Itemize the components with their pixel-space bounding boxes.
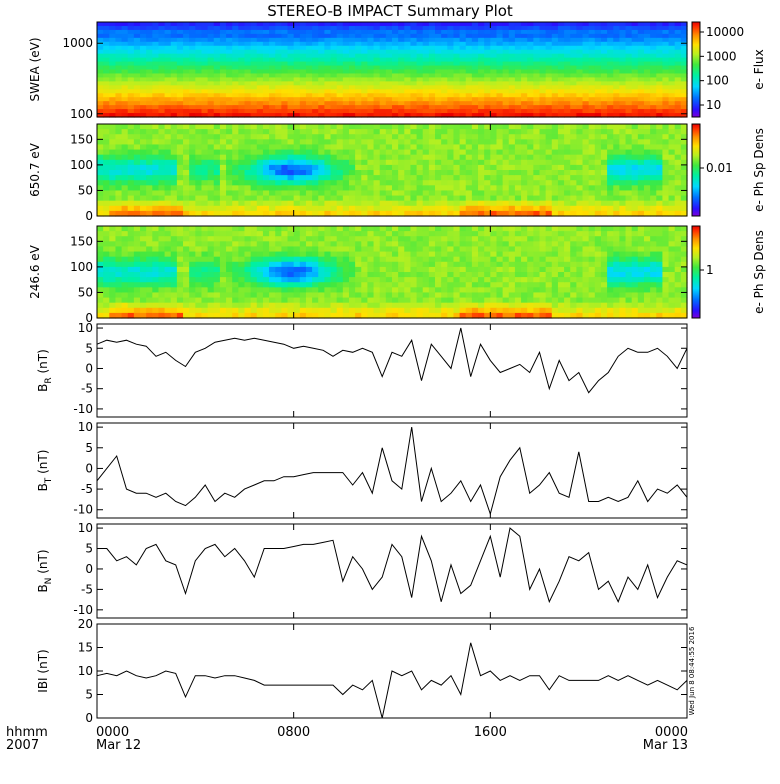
y-axis-label: IBI (nT): [36, 649, 50, 692]
colorbar-tick-label: 100: [706, 74, 729, 88]
y-tick-label: -10: [73, 402, 93, 416]
spectrogram-swea: 1000 100 SWEA (eV) 10000 1000 100 10 e- Flux: [28, 22, 766, 121]
y-tick-label: -5: [81, 382, 93, 396]
y-tick-label: 100: [70, 158, 93, 172]
x-tick-date-label: Mar 12: [96, 738, 141, 753]
panel-frame: [97, 324, 687, 417]
panel-frame: [97, 423, 687, 518]
y-label-main: IBI: [36, 677, 50, 692]
y-tick-label: 0: [85, 461, 93, 475]
colorbar-tick-label: 10000: [706, 25, 744, 39]
y-label-main: B: [36, 584, 50, 592]
line-panel-bn: 10 5 0 -5 -10 BN (nT): [36, 521, 687, 618]
y-tick-label: 100: [70, 260, 93, 274]
chart-title: STEREO-B IMPACT Summary Plot: [267, 2, 513, 20]
y-axis-label: BR (nT): [36, 349, 54, 392]
line-panel-bmag: 20 15 10 5 0 IBI (nT): [36, 617, 687, 725]
y-tick-label: 150: [70, 234, 93, 248]
line-panel-bt: 10 5 0 -5 -10 BT (nT): [36, 420, 687, 518]
colorbar-tick-label: 0.01: [706, 161, 733, 175]
y-label-sub: N: [44, 578, 54, 585]
y-tick-label: -5: [81, 482, 93, 496]
y-label-unit: (nT): [36, 450, 50, 478]
series-line-bt: [97, 427, 687, 514]
colorbar-tick-label: 10: [706, 98, 721, 112]
series-line-br: [97, 328, 687, 393]
y-tick-label: 1000: [62, 36, 93, 50]
x-tick-label: 1600: [474, 725, 507, 740]
y-tick-label: -10: [73, 603, 93, 617]
y-label-unit: (nT): [36, 349, 50, 377]
y-label-main: B: [36, 384, 50, 392]
y-tick-label: -10: [73, 503, 93, 517]
colorbar-label: e- Flux: [752, 49, 766, 89]
y-tick-label: 50: [78, 285, 93, 299]
y-label-unit: (nT): [36, 649, 50, 677]
y-tick-label: 0: [85, 562, 93, 576]
y-tick-label: 0: [85, 711, 93, 725]
series-line-bmag: [97, 643, 687, 718]
y-tick-label: 150: [70, 132, 93, 146]
y-tick-label: 0: [85, 361, 93, 375]
line-panel-br: 10 5 0 -5 -10 BR (nT): [36, 321, 687, 417]
y-axis-label: BN (nT): [36, 549, 54, 592]
y-tick-label: 5: [85, 542, 93, 556]
y-tick-label: -5: [81, 582, 93, 596]
y-tick-label: 10: [78, 664, 93, 678]
y-tick-label: 0: [85, 209, 93, 223]
y-tick-label: 5: [85, 341, 93, 355]
colorbar-tick-label: 1000: [706, 49, 737, 63]
date-stamp: Wed Jun 8 08:44:55 2016: [688, 626, 696, 715]
y-tick-label: 10: [78, 420, 93, 434]
y-tick-label: 5: [85, 688, 93, 702]
colorbar: [692, 226, 700, 318]
y-label-unit: (nT): [36, 549, 50, 577]
spectrogram-pad-650: 150 100 50 0 650.7 eV 0.01 e- Ph Sp Dens: [28, 124, 766, 223]
y-axis-label: 246.6 eV: [28, 244, 42, 299]
y-axis-label: 650.7 eV: [28, 142, 42, 197]
y-tick-label: 10: [78, 321, 93, 335]
y-tick-label: 50: [78, 183, 93, 197]
y-tick-label: 15: [78, 641, 93, 655]
y-axis-label: SWEA (eV): [28, 37, 42, 101]
y-label-main: B: [36, 483, 50, 491]
x-tick-label: 0800: [277, 725, 310, 740]
colorbar: [692, 22, 700, 117]
y-tick-label: 20: [78, 617, 93, 631]
series-line-bn: [97, 528, 687, 602]
panel-frame: [97, 524, 687, 618]
x-axis-label-bottom: 2007: [6, 738, 39, 753]
y-tick-label: 5: [85, 441, 93, 455]
y-tick-label: 10: [78, 521, 93, 535]
y-axis-label: BT (nT): [36, 450, 54, 492]
colorbar: [692, 124, 700, 216]
colorbar-label: e- Ph Sp Dens: [752, 128, 766, 212]
colorbar-label: e- Ph Sp Dens: [752, 230, 766, 314]
colorbar-tick-label: 1: [706, 263, 714, 277]
x-tick-date-label: Mar 13: [643, 738, 688, 753]
y-tick-label: 100: [70, 107, 93, 121]
